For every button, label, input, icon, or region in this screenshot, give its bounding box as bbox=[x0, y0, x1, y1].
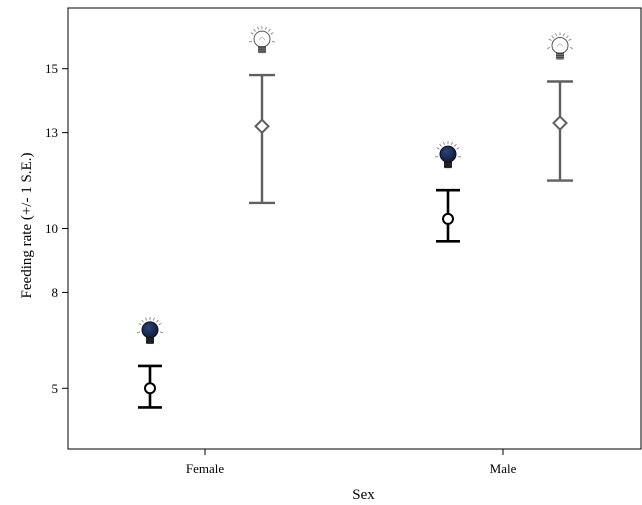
bulb-ray bbox=[434, 155, 439, 158]
y-tick-label: 8 bbox=[52, 285, 59, 300]
series-diamond bbox=[249, 73, 573, 205]
error-bar-point bbox=[249, 73, 275, 205]
mean-marker-circle bbox=[144, 382, 156, 395]
bulb-ray bbox=[159, 331, 164, 334]
y-tick-label: 10 bbox=[45, 221, 58, 236]
mean-marker-diamond bbox=[254, 118, 270, 135]
bulb-ray bbox=[546, 47, 551, 49]
bulb-glass bbox=[253, 30, 271, 48]
bulb-ray bbox=[439, 143, 442, 147]
bulb-ray bbox=[153, 317, 155, 321]
error-bar-point bbox=[547, 80, 573, 182]
bulb-ray bbox=[156, 319, 159, 323]
y-axis-ticks: 5 8 10 13 15 bbox=[45, 61, 68, 396]
white-lightbulb-icon bbox=[248, 26, 276, 54]
bulb-ray bbox=[563, 33, 565, 37]
bulb-filament bbox=[258, 37, 266, 41]
lightbulb-icons bbox=[136, 26, 574, 344]
x-tick-label: Male bbox=[490, 461, 517, 476]
bulb-ray bbox=[248, 40, 253, 43]
bulb-ray bbox=[138, 323, 142, 326]
bulb-ray bbox=[457, 155, 462, 158]
bulb-filament bbox=[556, 43, 564, 47]
dark-lightbulb-icon bbox=[434, 141, 462, 169]
bulb-ray bbox=[141, 319, 144, 323]
bulb-ray bbox=[270, 32, 274, 35]
bulb-glass bbox=[551, 37, 569, 54]
x-axis-title: Sex bbox=[352, 487, 375, 503]
mean-marker-diamond bbox=[552, 115, 568, 131]
y-tick-label: 5 bbox=[52, 381, 59, 396]
plot-axes bbox=[67, 7, 642, 450]
bulb-rays bbox=[136, 316, 164, 334]
white-lightbulb-icon bbox=[546, 32, 574, 60]
bulb-rays bbox=[546, 32, 574, 49]
bulb-ray bbox=[257, 26, 259, 30]
bulb-ray bbox=[451, 141, 453, 145]
mean-marker-circle bbox=[442, 212, 454, 225]
bulb-ray bbox=[145, 317, 147, 321]
bulb-ray bbox=[568, 38, 572, 41]
error-bar-point bbox=[138, 364, 162, 409]
bulb-glass bbox=[141, 321, 159, 339]
error-bar-point bbox=[436, 188, 460, 243]
bulb-ray bbox=[250, 32, 254, 35]
x-axis-ticks: Female Male bbox=[186, 449, 517, 476]
bulb-ray bbox=[456, 147, 460, 150]
bulb-ray bbox=[436, 147, 440, 150]
bulb-ray bbox=[136, 331, 141, 334]
bulb-ray bbox=[253, 28, 256, 32]
bulb-ray bbox=[551, 35, 554, 39]
bulb-ray bbox=[566, 35, 569, 39]
data-marks bbox=[138, 73, 573, 409]
dark-lightbulb-icon bbox=[136, 316, 164, 344]
x-tick-label: Female bbox=[186, 461, 224, 476]
bulb-ray bbox=[271, 40, 276, 43]
bulb-rays bbox=[434, 141, 462, 158]
bulb-ray bbox=[569, 47, 574, 49]
bulb-rays bbox=[248, 26, 276, 43]
plot-area-frame bbox=[67, 7, 642, 450]
bulb-ray bbox=[265, 26, 267, 30]
bulb-ray bbox=[548, 38, 552, 41]
bulb-ray bbox=[268, 28, 271, 32]
bulb-ray bbox=[443, 141, 445, 145]
series-circle bbox=[138, 188, 460, 409]
y-tick-label: 13 bbox=[45, 125, 58, 140]
y-tick-label: 15 bbox=[45, 61, 58, 76]
bulb-ray bbox=[555, 33, 557, 37]
y-axis-title: Feeding rate (+/- 1 S.E.) bbox=[19, 153, 35, 299]
bulb-glass bbox=[439, 145, 457, 163]
bulb-ray bbox=[454, 143, 457, 147]
bulb-ray bbox=[158, 323, 162, 326]
